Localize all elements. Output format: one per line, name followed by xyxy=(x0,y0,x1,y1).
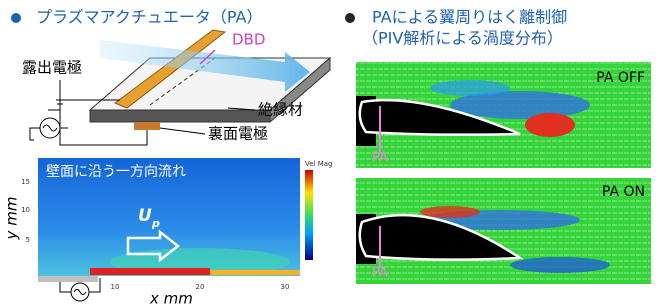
bullet xyxy=(11,13,21,23)
y-tick: 10 xyxy=(21,206,30,214)
x-tick: 20 xyxy=(196,283,205,291)
velocity: U xyxy=(138,206,152,226)
piv-off: PA PA OFF xyxy=(356,62,651,168)
heading: プラズマアクチュエータ（PA） xyxy=(36,8,262,27)
label: 裏面電極 xyxy=(208,125,268,143)
velocity-sub: p xyxy=(151,217,160,230)
panel-label: PA OFF xyxy=(596,70,645,86)
label: 絶縁材 xyxy=(258,101,303,119)
heading: PAによる翼周りはく離制御 xyxy=(372,8,567,27)
y-tick: 15 xyxy=(21,178,30,186)
y-tick: 5 xyxy=(26,236,30,244)
x-tick: 10 xyxy=(111,283,120,291)
colorbar-label: Vel Mag xyxy=(305,160,333,168)
x-tick: 30 xyxy=(281,283,290,291)
y-label: y mm xyxy=(3,197,21,241)
bullet xyxy=(345,13,355,23)
flow-plot: Vel Mag 壁面に沿う一方向流れ U p 15 10 5 10 20 30 … xyxy=(3,158,333,308)
piv-on: PA PA ON xyxy=(356,178,651,284)
caption: 壁面に沿う一方向流れ xyxy=(46,164,186,180)
pa: PA xyxy=(372,151,388,166)
pa: PA xyxy=(372,266,388,281)
dbd-label: DBD xyxy=(232,31,265,49)
label: 露出電極 xyxy=(22,59,82,77)
subheading: （PIV解析による渦度分布） xyxy=(362,29,563,48)
actuator: DBD 露出電極 絶縁材 裏面電極 xyxy=(22,29,332,146)
panel-label: PA ON xyxy=(602,184,645,200)
x-label: x mm xyxy=(149,290,193,308)
